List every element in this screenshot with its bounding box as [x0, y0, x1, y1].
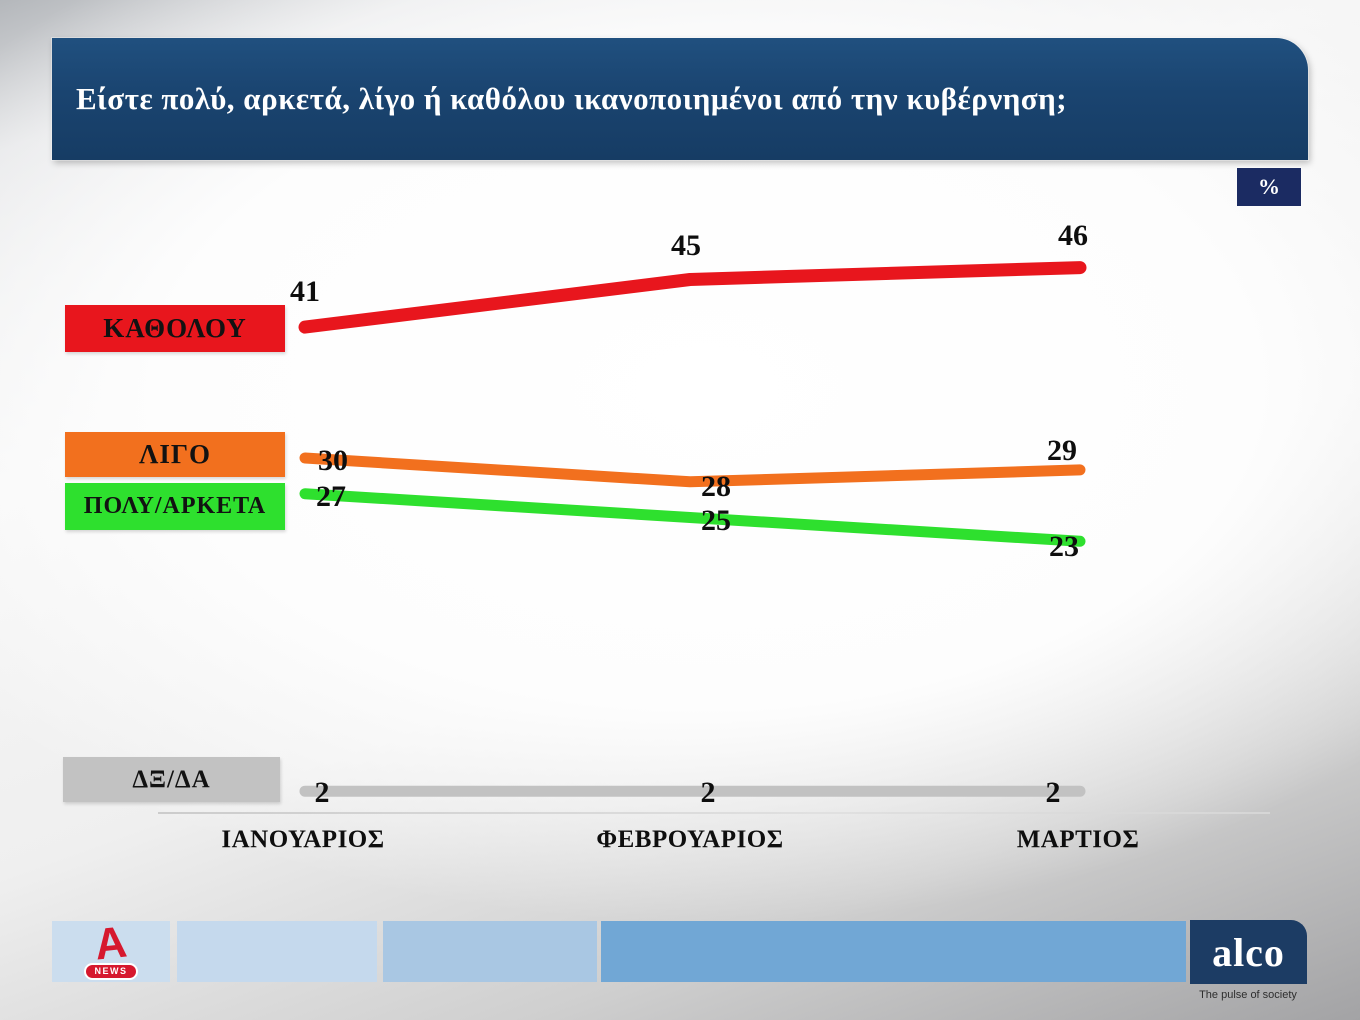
alpha-news-logo: A NEWS — [76, 916, 146, 980]
footer-blue-tile-3 — [601, 921, 1186, 982]
series-line-2 — [299, 488, 1086, 547]
data-label-ΠΟΛΥ/ΑΡΚΕΤΑ-ΙΑΝΟΥΑΡΙΟΣ: 27 — [316, 479, 346, 513]
alpha-news-pill: NEWS — [84, 962, 138, 980]
legend-ligo: ΛΙΓΟ — [65, 432, 285, 477]
legend-dx-da: ΔΞ/ΔΑ — [63, 757, 280, 802]
series-line-1 — [299, 452, 1086, 488]
data-label-ΔΞ/ΔΑ-ΙΑΝΟΥΑΡΙΟΣ: 2 — [314, 776, 330, 810]
data-label-ΛΙΓΟ-ΜΑΡΤΙΟΣ: 29 — [1047, 433, 1077, 467]
page-title: Είστε πολύ, αρκετά, λίγο ή καθόλου ικανο… — [76, 81, 1068, 116]
alco-logo-text: alco — [1212, 929, 1285, 975]
x-tick-march: ΜΑΡΤΙΟΣ — [1016, 826, 1140, 853]
percent-unit-badge: % — [1237, 168, 1301, 206]
alpha-a-icon: A — [92, 916, 130, 970]
x-tick-january: ΙΑΝΟΥΑΡΙΟΣ — [221, 826, 385, 853]
footer-alpha-tile: A NEWS — [52, 916, 170, 982]
title-banner: Είστε πολύ, αρκετά, λίγο ή καθόλου ικανο… — [52, 38, 1308, 160]
data-label-ΔΞ/ΔΑ-ΦΕΒΡΟΥΑΡΙΟΣ: 2 — [700, 776, 716, 810]
x-axis-line — [158, 812, 1270, 814]
data-label-ΚΑΘΟΛΟΥ-ΙΑΝΟΥΑΡΙΟΣ: 41 — [290, 275, 320, 309]
data-label-ΠΟΛΥ/ΑΡΚΕΤΑ-ΜΑΡΤΙΟΣ: 23 — [1049, 530, 1079, 564]
data-label-ΛΙΓΟ-ΙΑΝΟΥΑΡΙΟΣ: 30 — [318, 444, 348, 477]
data-label-ΚΑΘΟΛΟΥ-ΦΕΒΡΟΥΑΡΙΟΣ: 45 — [671, 228, 701, 262]
footer-blue-tile-1 — [177, 921, 377, 982]
legend-kaTholou: ΚΑΘΟΛΟΥ — [65, 305, 285, 352]
alco-tagline: The pulse of society — [1199, 989, 1297, 1001]
data-label-ΔΞ/ΔΑ-ΜΑΡΤΙΟΣ: 2 — [1045, 776, 1061, 810]
x-tick-february: ΦΕΒΡΟΥΑΡΙΟΣ — [596, 826, 784, 853]
data-label-ΛΙΓΟ-ΦΕΒΡΟΥΑΡΙΟΣ: 28 — [701, 469, 731, 503]
data-label-ΚΑΘΟΛΟΥ-ΜΑΡΤΙΟΣ: 46 — [1058, 218, 1088, 252]
footer-blue-tile-2 — [383, 921, 597, 982]
series-line-0 — [298, 261, 1087, 334]
alco-logo: alco — [1190, 920, 1307, 984]
legend-poly-arketa: ΠΟΛΥ/ΑΡΚΕΤΑ — [65, 483, 285, 530]
data-label-ΠΟΛΥ/ΑΡΚΕΤΑ-ΦΕΒΡΟΥΑΡΙΟΣ: 25 — [701, 503, 731, 537]
